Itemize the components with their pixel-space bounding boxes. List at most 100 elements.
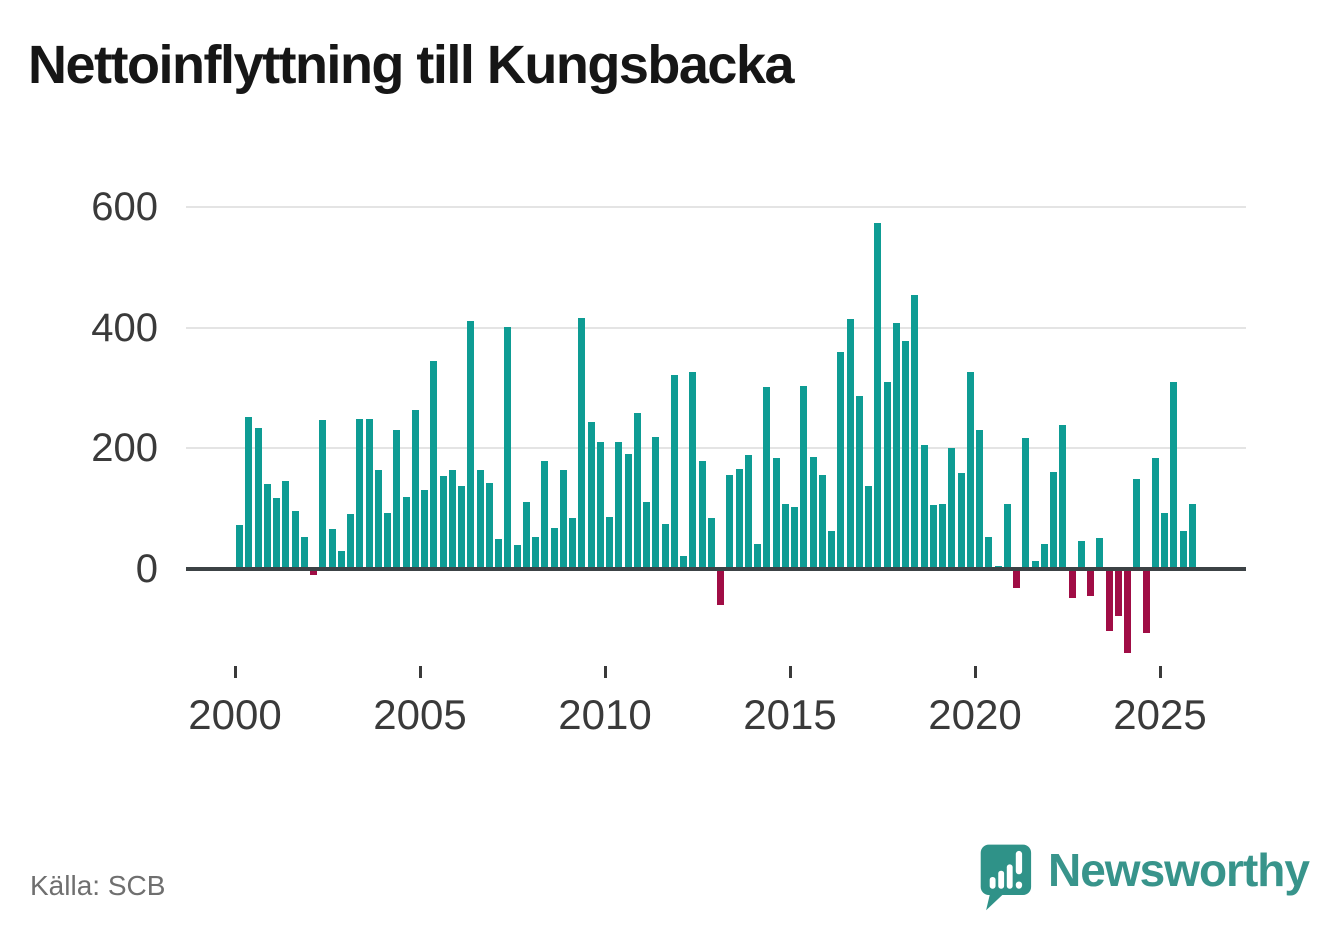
bar-2005-q2	[430, 360, 438, 569]
bar-2010-q2	[615, 442, 623, 569]
gridline-400	[186, 326, 1246, 329]
bar-2010-q1	[606, 517, 614, 569]
bar-2012-q3	[698, 460, 706, 569]
bar-2018-q3	[920, 444, 928, 569]
bar-2020-q2	[985, 536, 993, 569]
bar-2006-q4	[485, 483, 493, 569]
x-axis-label-2010: 2010	[558, 691, 652, 738]
bar-2001-q2	[282, 481, 290, 569]
x-axis-tick-2020	[973, 666, 977, 678]
bar-2017-q1	[865, 486, 873, 569]
x-axis-label-2005: 2005	[373, 691, 467, 738]
bar-2015-q1	[791, 507, 799, 569]
bar-2023-q1	[1087, 568, 1095, 597]
bar-2015-q4	[818, 475, 826, 569]
bar-2011-q2	[652, 436, 660, 569]
bar-2014-q4	[781, 504, 789, 569]
bar-2003-q2	[356, 419, 364, 569]
x-axis-label-2000: 2000	[188, 691, 282, 738]
bar-2008-q2	[541, 461, 549, 569]
bar-2022-q4	[1077, 540, 1085, 569]
bar-2014-q1	[754, 543, 762, 569]
bar-2003-q3	[365, 419, 373, 569]
bar-2007-q2	[504, 326, 512, 569]
bar-2025-q3	[1179, 531, 1187, 569]
bar-2020-q4	[1003, 503, 1011, 569]
bar-2025-q1	[1161, 512, 1169, 569]
bar-2004-q1	[384, 512, 392, 569]
bar-2015-q2	[800, 386, 808, 569]
bar-2008-q3	[550, 528, 558, 569]
bar-2004-q4	[411, 410, 419, 569]
bar-2016-q3	[846, 318, 854, 569]
bar-2025-q2	[1170, 381, 1178, 569]
bar-2023-q2	[1096, 538, 1104, 569]
bar-2016-q1	[828, 531, 836, 569]
bar-2002-q2	[319, 420, 327, 569]
bar-2015-q3	[809, 457, 817, 569]
gridline-200	[186, 447, 1246, 450]
bar-2021-q2	[1022, 437, 1030, 569]
x-axis-tick-2025	[1158, 666, 1162, 678]
bar-2012-q4	[707, 517, 715, 569]
bar-2019-q2	[948, 448, 956, 569]
bar-2018-q4	[929, 504, 937, 569]
bar-2000-q1	[236, 525, 244, 569]
bar-2002-q4	[337, 551, 345, 569]
bar-2000-q3	[254, 427, 262, 569]
bar-2010-q3	[624, 454, 632, 569]
bar-2018-q2	[911, 294, 919, 569]
bar-2022-q3	[1068, 568, 1076, 598]
bar-2003-q1	[347, 514, 355, 569]
bar-2004-q3	[402, 497, 410, 569]
bar-2005-q3	[439, 476, 447, 569]
bar-2017-q2	[874, 222, 882, 569]
y-axis-label-600: 600	[91, 185, 158, 230]
x-axis-zero-line	[186, 566, 1246, 571]
bar-2016-q4	[855, 396, 863, 569]
bar-2006-q2	[467, 321, 475, 569]
bar-2024-q2	[1133, 478, 1141, 569]
bar-2016-q2	[837, 351, 845, 569]
y-axis-label-0: 0	[135, 546, 158, 591]
bar-2004-q2	[393, 430, 401, 569]
bar-2008-q4	[559, 470, 567, 569]
bar-2009-q4	[596, 441, 604, 569]
x-axis-tick-2000	[233, 666, 237, 678]
bar-2009-q1	[569, 517, 577, 569]
newsworthy-wordmark: Newsworthy	[1048, 844, 1310, 896]
bar-2003-q4	[374, 469, 382, 569]
x-axis-label-2025: 2025	[1113, 691, 1207, 738]
bar-2013-q4	[744, 454, 752, 569]
bar-2019-q1	[939, 503, 947, 569]
gridline-600	[186, 206, 1246, 209]
bar-2012-q1	[680, 556, 688, 569]
bar-2021-q4	[1040, 543, 1048, 569]
bar-2007-q1	[495, 539, 503, 569]
bar-2021-q1	[1013, 568, 1021, 588]
bar-2005-q4	[448, 470, 456, 569]
bar-2018-q1	[902, 341, 910, 569]
bar-2000-q2	[245, 417, 253, 569]
bar-2014-q3	[772, 458, 780, 569]
x-axis-tick-2005	[418, 666, 422, 678]
bar-2024-q4	[1151, 457, 1159, 569]
bar-2013-q2	[726, 474, 734, 569]
source-caption: Källa: SCB	[30, 870, 166, 901]
bar-2006-q1	[458, 486, 466, 569]
x-axis-tick-2015	[788, 666, 792, 678]
bar-2019-q3	[957, 473, 965, 569]
bar-2012-q2	[689, 372, 697, 569]
bar-2023-q4	[1114, 568, 1122, 617]
bar-2007-q4	[522, 501, 530, 569]
bar-2009-q2	[578, 317, 586, 569]
bar-2001-q4	[300, 537, 308, 569]
bar-2023-q3	[1105, 568, 1113, 632]
newsworthy-logo: Newsworthy	[978, 842, 1310, 912]
x-axis-label-2020: 2020	[928, 691, 1022, 738]
y-axis-label-200: 200	[91, 426, 158, 471]
bar-2022-q2	[1059, 425, 1067, 569]
bar-2021-q3	[1031, 561, 1039, 569]
bar-2005-q1	[421, 490, 429, 569]
